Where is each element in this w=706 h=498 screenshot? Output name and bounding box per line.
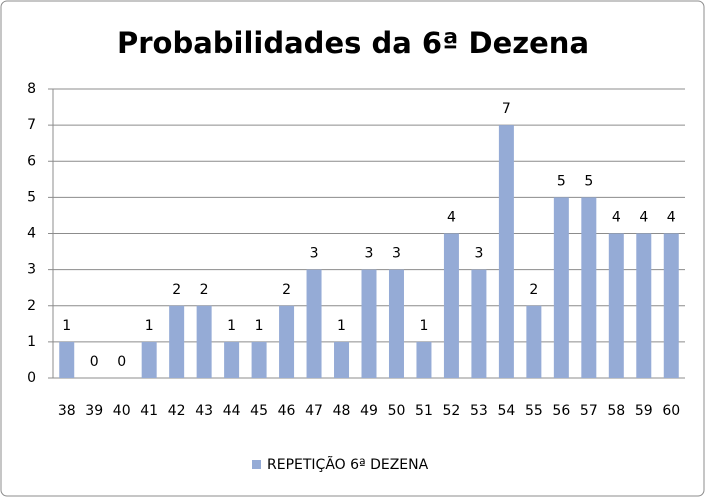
bar	[498, 125, 514, 378]
y-tick-label: 1	[27, 334, 36, 350]
x-tick-label: 55	[525, 403, 543, 419]
y-tick-label: 3	[27, 262, 36, 278]
bar	[251, 341, 267, 378]
bar	[636, 233, 652, 378]
data-label: 2	[172, 282, 181, 298]
x-tick-label: 51	[415, 403, 433, 419]
data-label: 4	[639, 210, 648, 226]
x-tick-label: 47	[305, 403, 323, 419]
data-label: 3	[365, 246, 374, 262]
legend-swatch	[252, 460, 261, 469]
data-label: 3	[474, 246, 483, 262]
x-tick-label: 57	[580, 403, 598, 419]
x-tick-label: 45	[250, 403, 268, 419]
data-label: 2	[200, 282, 209, 298]
x-tick-label: 41	[140, 403, 158, 419]
x-tick-label: 56	[552, 403, 570, 419]
x-tick-label: 54	[497, 403, 515, 419]
bar	[306, 269, 322, 378]
x-tick-label: 50	[388, 403, 406, 419]
x-tick-label: 49	[360, 403, 378, 419]
x-tick-label: 60	[662, 403, 680, 419]
bar	[663, 233, 679, 378]
bar	[416, 341, 432, 378]
x-tick-label: 44	[223, 403, 241, 419]
data-label: 5	[584, 173, 593, 189]
x-tick-label: 58	[607, 403, 625, 419]
bar	[169, 305, 185, 378]
data-label: 1	[419, 318, 428, 334]
data-label: 4	[447, 210, 456, 226]
data-label: 2	[529, 282, 538, 298]
data-label: 3	[310, 246, 319, 262]
data-label: 1	[227, 318, 236, 334]
data-label: 4	[612, 210, 621, 226]
bar	[196, 305, 212, 378]
data-label: 7	[502, 101, 511, 117]
y-tick-label: 4	[27, 226, 36, 242]
bar	[471, 269, 487, 378]
y-tick-label: 5	[27, 189, 36, 205]
bar	[141, 341, 157, 378]
y-tick-label: 6	[27, 153, 36, 169]
x-tick-label: 46	[278, 403, 296, 419]
x-tick-label: 40	[113, 403, 131, 419]
data-label: 0	[117, 354, 126, 370]
bar	[388, 269, 404, 378]
data-label: 3	[392, 246, 401, 262]
x-tick-label: 53	[470, 403, 488, 419]
bar	[443, 233, 459, 378]
x-tick-label: 48	[333, 403, 351, 419]
x-tick-label: 59	[635, 403, 653, 419]
bar	[59, 341, 75, 378]
bar	[581, 197, 597, 378]
data-label: 1	[337, 318, 346, 334]
data-label: 4	[667, 210, 676, 226]
bar	[361, 269, 377, 378]
x-tick-label: 52	[443, 403, 461, 419]
data-label: 2	[282, 282, 291, 298]
bar	[224, 341, 240, 378]
y-tick-label: 0	[27, 370, 36, 386]
data-label: 5	[557, 173, 566, 189]
x-tick-label: 39	[85, 403, 103, 419]
data-label: 0	[90, 354, 99, 370]
y-tick-label: 8	[27, 81, 36, 97]
bar	[526, 305, 542, 378]
bar	[553, 197, 569, 378]
bar	[279, 305, 295, 378]
x-tick-label: 43	[195, 403, 213, 419]
y-tick-label: 7	[27, 117, 36, 133]
data-label: 1	[255, 318, 264, 334]
chart-title: Probabilidades da 6ª Dezena	[117, 26, 589, 60]
bar	[608, 233, 624, 378]
data-label: 1	[145, 318, 154, 334]
data-label: 1	[62, 318, 71, 334]
legend-label: REPETIÇÃO 6ª DEZENA	[267, 456, 429, 473]
bar	[334, 341, 350, 378]
y-tick-label: 2	[27, 298, 36, 314]
x-tick-label: 38	[58, 403, 76, 419]
x-tick-label: 42	[168, 403, 186, 419]
